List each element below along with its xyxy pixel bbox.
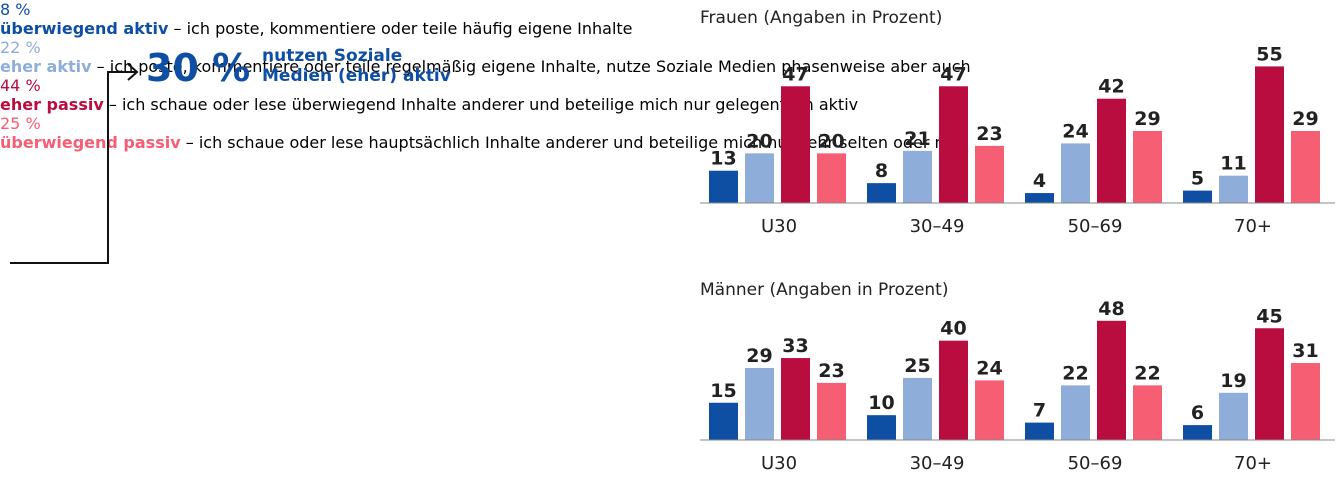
bar — [1183, 425, 1212, 440]
item-name: überwiegend passiv — [0, 133, 181, 152]
value-label: 7 — [1033, 400, 1046, 422]
bar — [1219, 175, 1248, 203]
arrow-head — [127, 63, 139, 81]
value-label: 47 — [940, 63, 966, 85]
value-label: 31 — [1292, 340, 1318, 362]
bar — [1255, 328, 1284, 440]
value-label: 42 — [1098, 76, 1124, 98]
value-label: 22 — [1134, 362, 1160, 384]
bar — [1133, 385, 1162, 440]
bar — [817, 382, 846, 440]
bar — [975, 380, 1004, 440]
description: eher aktiv – ich poste, kommentiere oder… — [0, 57, 1337, 76]
value-label: 47 — [782, 63, 808, 85]
bar — [1133, 130, 1162, 203]
share: 22 % — [0, 38, 41, 57]
bar — [745, 153, 774, 203]
value-label: 40 — [940, 318, 966, 340]
bar — [745, 367, 774, 440]
x-tick-label: 70+ — [1234, 453, 1272, 474]
value-label: 4 — [1033, 170, 1046, 192]
value-label: 29 — [1292, 108, 1318, 130]
value-label: 55 — [1256, 43, 1282, 65]
x-tick-label: U30 — [761, 453, 797, 474]
bar — [781, 86, 810, 203]
item-name: überwiegend aktiv — [0, 19, 169, 38]
bar — [903, 377, 932, 440]
bar — [1097, 320, 1126, 440]
value-label: 8 — [875, 160, 888, 182]
value-label: 29 — [746, 345, 772, 367]
bar — [1219, 392, 1248, 440]
value-label: 29 — [1134, 108, 1160, 130]
chart-title: Frauen (Angaben in Prozent) — [700, 8, 942, 28]
value-label: 15 — [710, 380, 736, 402]
value-label: 20 — [818, 130, 844, 152]
item-name: eher passiv — [0, 95, 104, 114]
total-text: nutzen Soziale Medien (eher) aktiv — [262, 46, 451, 86]
bar — [1097, 98, 1126, 203]
bar — [1255, 66, 1284, 204]
value-label: 21 — [904, 128, 930, 150]
bar — [1291, 363, 1320, 440]
bar — [1025, 422, 1054, 440]
value-label: 5 — [1191, 168, 1204, 190]
bar — [867, 415, 896, 440]
bar — [903, 150, 932, 203]
share: 44 % — [0, 76, 41, 95]
value-label: 24 — [1062, 120, 1088, 142]
share: 25 % — [0, 114, 41, 133]
value-label: 19 — [1220, 370, 1246, 392]
value-label: 25 — [904, 355, 930, 377]
value-label: 13 — [710, 148, 736, 170]
total: 30 % — [146, 46, 251, 90]
x-tick-label: 30–49 — [910, 453, 965, 474]
value-label: 48 — [1098, 298, 1124, 320]
bar — [817, 153, 846, 203]
value-label: 22 — [1062, 362, 1088, 384]
description: überwiegend aktiv – ich poste, kommentie… — [0, 19, 1337, 38]
value-label: 10 — [868, 392, 894, 414]
value-label: 23 — [976, 123, 1002, 145]
item-text: – ich schaue oder lese hauptsächlich Inh… — [185, 133, 959, 152]
bar — [1291, 130, 1320, 203]
bracket — [10, 71, 136, 264]
bar — [781, 358, 810, 440]
bar — [1061, 143, 1090, 203]
bar — [709, 402, 738, 440]
description: überwiegend passiv – ich schaue oder les… — [0, 133, 1337, 152]
x-tick-label: 50–69 — [1068, 216, 1123, 237]
x-tick-label: 70+ — [1234, 216, 1272, 237]
x-tick-label: 30–49 — [910, 216, 965, 237]
bar — [939, 86, 968, 203]
bar — [867, 183, 896, 203]
chart-title: Männer (Angaben in Prozent) — [700, 280, 948, 300]
value-label: 20 — [746, 130, 772, 152]
bar — [939, 340, 968, 440]
bar — [1025, 193, 1054, 203]
value-label: 23 — [818, 360, 844, 382]
item-text: – ich poste, kommentiere oder teile rege… — [96, 57, 971, 76]
description: eher passiv – ich schaue oder lese überw… — [0, 95, 1337, 114]
bar — [1183, 190, 1212, 203]
value-label: 11 — [1220, 153, 1246, 175]
value-label: 24 — [976, 357, 1002, 379]
value-label: 33 — [782, 335, 808, 357]
value-label: 45 — [1256, 305, 1282, 327]
share: 8 % — [0, 0, 31, 19]
x-tick-label: U30 — [761, 216, 797, 237]
value-label: 6 — [1191, 402, 1204, 424]
bar — [709, 170, 738, 203]
bar — [1061, 385, 1090, 440]
x-tick-label: 50–69 — [1068, 453, 1123, 474]
item-name: eher aktiv — [0, 57, 92, 76]
item-text: – ich schaue oder lese überwiegend Inhal… — [108, 95, 859, 114]
item-text: – ich poste, kommentiere oder teile häuf… — [173, 19, 633, 38]
bar — [975, 145, 1004, 203]
